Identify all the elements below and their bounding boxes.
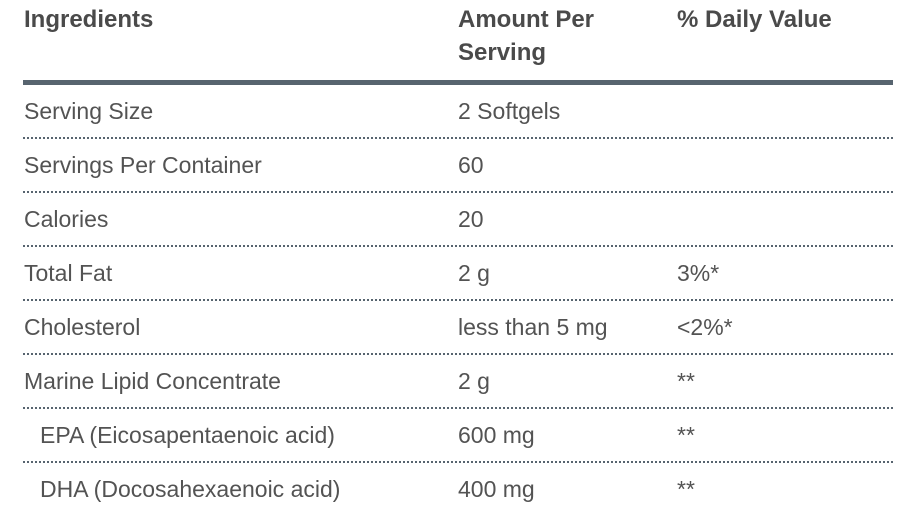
table-row: Cholesterol less than 5 mg <2%* [23, 301, 893, 353]
row-separator [23, 299, 893, 301]
table-row: Marine Lipid Concentrate 2 g ** [23, 355, 893, 407]
row-separator [23, 461, 893, 463]
row-amount: 2 g [458, 259, 490, 286]
table-row: EPA (Eicosapentaenoic acid) 600 mg ** [23, 409, 893, 461]
row-separator [23, 407, 893, 409]
row-amount: 20 [458, 205, 484, 232]
row-amount: 2 Softgels [458, 97, 561, 124]
row-label: Calories [24, 205, 109, 232]
header-cell-amount-per-serving: Amount Per Serving [458, 3, 677, 69]
row-daily-value: 3%* [677, 259, 720, 286]
row-amount: less than 5 mg [458, 313, 608, 340]
row-separator [23, 245, 893, 247]
row-amount: 2 g [458, 367, 490, 394]
row-daily-value: ** [677, 421, 695, 448]
table-header-row: Ingredients Amount Per Serving % Daily V… [23, 0, 893, 80]
table-row: Calories 20 [23, 193, 893, 245]
row-daily-value: <2%* [677, 313, 733, 340]
header-rule [23, 80, 893, 85]
row-label: Marine Lipid Concentrate [24, 367, 281, 394]
row-daily-value: ** [677, 367, 695, 394]
row-label: Cholesterol [24, 313, 141, 340]
header-cell-daily-value: % Daily Value [677, 6, 832, 33]
row-label: DHA (Docosahexaenoic acid) [40, 475, 341, 502]
row-label: Total Fat [24, 259, 113, 286]
row-daily-value: ** [677, 475, 695, 502]
header-label-amount-per-serving: Amount Per Serving [458, 6, 595, 66]
table-row: DHA (Docosahexaenoic acid) 400 mg ** [23, 463, 893, 515]
row-amount: 400 mg [458, 475, 535, 502]
table-row: Total Fat 2 g 3%* [23, 247, 893, 299]
row-amount: 600 mg [458, 421, 535, 448]
row-label: Serving Size [24, 97, 154, 124]
row-amount: 60 [458, 151, 484, 178]
row-separator [23, 353, 893, 355]
table-row: Servings Per Container 60 [23, 139, 893, 191]
row-separator [23, 137, 893, 139]
nutrition-facts-table: Ingredients Amount Per Serving % Daily V… [23, 0, 893, 515]
header-cell-ingredients: Ingredients [24, 6, 154, 33]
table-row: Serving Size 2 Softgels [23, 85, 893, 137]
row-label: Servings Per Container [24, 151, 262, 178]
row-label: EPA (Eicosapentaenoic acid) [40, 421, 335, 448]
row-separator [23, 191, 893, 193]
table-body: Serving Size 2 Softgels Servings Per Con… [23, 85, 893, 515]
